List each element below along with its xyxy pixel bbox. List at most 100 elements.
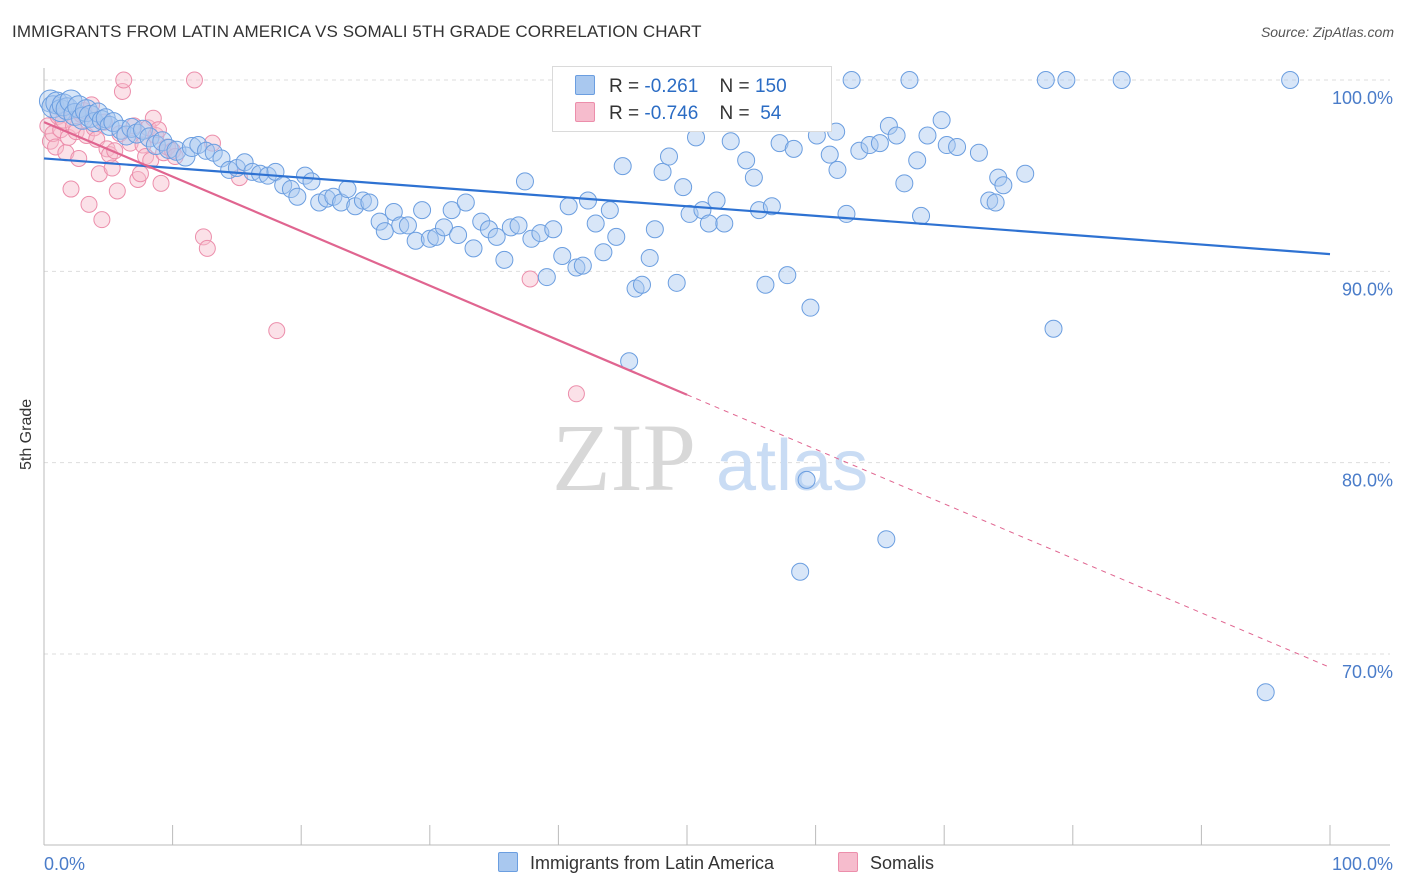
data-point-latin-america	[456, 193, 475, 212]
data-point-latin-america	[870, 134, 889, 153]
data-point-latin-america	[434, 218, 453, 237]
data-point-latin-america	[994, 176, 1013, 195]
trend-line-latin-america	[43, 157, 1331, 256]
r-label: R =	[609, 103, 640, 124]
data-point-latin-america	[600, 201, 619, 220]
y-tick-label: 100.0%	[1332, 88, 1393, 108]
chart-source: Source: ZipAtlas.com	[1260, 24, 1394, 40]
data-point-somalis	[268, 322, 286, 340]
data-point-latin-america	[235, 153, 254, 172]
data-point-latin-america	[501, 218, 520, 237]
data-point-latin-america	[567, 258, 586, 277]
watermark: ZIP atlas	[552, 404, 868, 511]
x-tick-label-min: 0.0%	[44, 854, 85, 874]
data-point-latin-america	[103, 112, 124, 133]
data-point-latin-america	[181, 136, 202, 157]
n-label: N =	[719, 76, 750, 97]
data-point-latin-america	[353, 191, 372, 210]
data-point-somalis	[194, 228, 212, 246]
data-point-latin-america	[559, 197, 578, 216]
chart-title: IMMIGRANTS FROM LATIN AMERICA VS SOMALI …	[12, 22, 702, 41]
data-point-latin-america	[969, 143, 988, 162]
data-point-latin-america	[699, 214, 718, 233]
stats-row-somalis: R = -0.746 N = 54	[575, 102, 781, 126]
data-point-latin-america	[442, 201, 461, 220]
n-value: 150	[754, 76, 787, 97]
axes	[43, 68, 1390, 846]
data-point-latin-america	[879, 116, 898, 135]
data-point-latin-america	[674, 178, 693, 197]
data-point-latin-america	[1281, 71, 1300, 89]
n-label: N =	[719, 103, 750, 124]
y-tick-label: 90.0%	[1342, 279, 1393, 299]
data-point-latin-america	[594, 243, 613, 262]
data-point-latin-america	[918, 126, 937, 145]
legend-swatch-pink	[575, 102, 595, 122]
data-point-latin-america	[375, 222, 394, 241]
n-value: 54	[754, 103, 782, 124]
data-point-latin-america	[479, 220, 498, 239]
data-point-latin-america	[778, 266, 797, 285]
data-point-latin-america	[338, 180, 357, 199]
stats-row-latin-america: R = -0.261 N = 150	[575, 75, 787, 99]
data-point-latin-america	[1112, 71, 1131, 89]
data-point-latin-america	[645, 220, 664, 239]
data-point-latin-america	[158, 138, 179, 159]
data-point-somalis	[521, 270, 539, 288]
data-point-latin-america	[613, 157, 632, 176]
data-point-latin-america	[145, 135, 166, 156]
data-point-somalis	[80, 195, 98, 213]
legend-swatch-blue	[498, 852, 518, 872]
data-point-somalis	[567, 385, 585, 403]
legend-item-latin-america: Immigrants from Latin America	[498, 852, 774, 874]
data-point-latin-america	[715, 214, 734, 233]
data-point-latin-america	[413, 201, 432, 220]
data-point-latin-america	[707, 191, 726, 210]
data-point-latin-america	[281, 180, 300, 199]
data-point-latin-america	[887, 126, 906, 145]
legend-label: Immigrants from Latin America	[530, 853, 775, 873]
data-point-latin-america	[932, 111, 951, 130]
data-point-latin-america	[197, 141, 216, 160]
data-point-latin-america	[370, 212, 389, 231]
data-point-somalis	[47, 138, 65, 156]
r-label: R =	[609, 76, 640, 97]
data-point-latin-america	[99, 115, 120, 136]
data-point-somalis	[198, 239, 216, 257]
data-point-latin-america	[515, 172, 534, 191]
data-point-latin-america	[522, 229, 541, 248]
r-value: -0.261	[644, 76, 699, 97]
data-point-latin-america	[607, 227, 626, 246]
data-point-latin-america	[653, 162, 672, 181]
data-point-somalis	[203, 134, 221, 152]
data-point-latin-america	[801, 298, 820, 317]
data-point-latin-america	[797, 470, 816, 489]
trend-line-somalis	[43, 121, 688, 396]
x-tick-label-max: 100.0%	[1332, 854, 1393, 874]
data-point-latin-america	[877, 530, 896, 549]
data-point-latin-america	[850, 141, 869, 160]
data-point-latin-america	[243, 162, 262, 181]
data-point-latin-america	[175, 146, 196, 167]
data-point-latin-america	[427, 227, 446, 246]
data-point-latin-america	[1044, 319, 1063, 338]
data-point-latin-america	[948, 137, 967, 156]
watermark-atlas: atlas	[716, 426, 868, 506]
data-point-latin-america	[420, 229, 439, 248]
data-point-somalis	[70, 149, 88, 167]
data-point-latin-america	[659, 147, 678, 166]
data-point-latin-america	[737, 151, 756, 170]
data-point-latin-america	[842, 71, 861, 89]
data-point-latin-america	[1256, 683, 1275, 702]
y-tick-label: 80.0%	[1342, 471, 1393, 491]
legend-swatch-pink	[838, 852, 858, 872]
data-point-latin-america	[487, 227, 506, 246]
data-point-latin-america	[837, 204, 856, 223]
data-point-somalis	[93, 211, 111, 229]
data-point-latin-america	[900, 71, 919, 89]
data-point-somalis	[115, 71, 133, 89]
data-point-latin-america	[449, 225, 468, 244]
data-point-latin-america	[398, 216, 417, 235]
data-point-latin-america	[1057, 71, 1076, 89]
